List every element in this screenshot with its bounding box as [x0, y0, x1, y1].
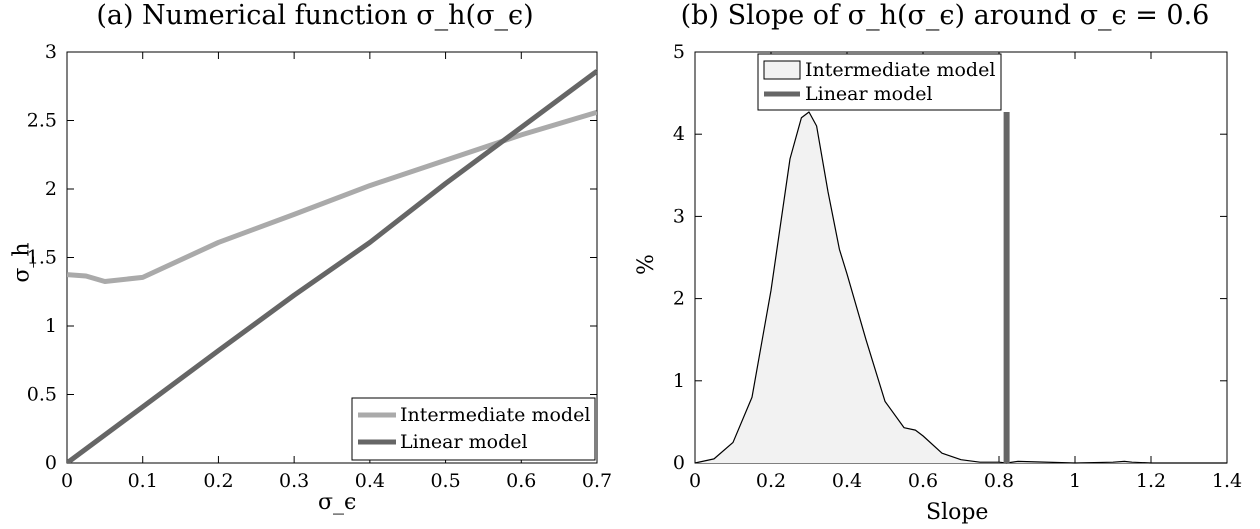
panel-b-density-area — [695, 112, 1227, 464]
panel-a-ylabel: σ_h — [10, 242, 35, 282]
panel-a-ytick-label: 2.5 — [27, 110, 57, 132]
panel-b-xtick-label: 1 — [1069, 470, 1081, 492]
panel-b-ylabel-text: % — [633, 254, 659, 275]
panel-b-xlabel-text: Slope — [926, 500, 989, 525]
panel-a: (a) Numerical function σ_h(σ_ϵ) 0 0.1 0.2 0… — [0, 0, 630, 515]
panel-b: (b) Slope of σ_h(σ_ϵ) around σ_ϵ = 0.6 0… — [630, 0, 1260, 529]
panel-b-legend-swatch — [763, 60, 801, 80]
panel-b-ytick-label: 0 — [673, 452, 685, 474]
panel-b-xtick-label: 0.2 — [756, 470, 786, 492]
panel-a-legend: Intermediate model Linear model — [351, 397, 596, 461]
panel-b-title: (b) Slope of σ_h(σ_ϵ) around σ_ϵ = 0.6 — [630, 0, 1260, 31]
panel-a-xtick-label: 0.2 — [203, 470, 233, 492]
panel-a-legend-box — [351, 397, 596, 461]
panel-b-legend-label: Intermediate model — [805, 59, 995, 81]
panel-a-ytick-label: 0 — [45, 452, 57, 474]
panel-a-ytick-label: 1 — [45, 315, 57, 337]
chart-a: 0 0.1 0.2 0.3 0.4 0.5 0.6 0.7 0 0.5 1 1.5 2 2.5 3 Inter… — [27, 41, 612, 492]
panel-b-ytick-label: 5 — [673, 41, 685, 63]
panel-b-xtick-label: 0 — [689, 470, 701, 492]
panel-b-xlabel: Slope — [926, 500, 988, 525]
panel-b-title-text: (b) Slope of σ_h(σ_ϵ) around σ_ϵ = 0.6 — [680, 0, 1210, 31]
panel-a-title: (a) Numerical function σ_h(σ_ϵ) — [0, 0, 630, 31]
panel-a-legend-label: Intermediate model — [400, 404, 590, 426]
panel-a-ytick-label: 1.5 — [27, 247, 57, 269]
panel-a-xtick-label: 0.3 — [279, 470, 309, 492]
panel-a-xtick-label: 0.4 — [355, 470, 385, 492]
panel-b-xtick-label: 0.4 — [832, 470, 862, 492]
panel-a-ytick-label: 0.5 — [27, 384, 57, 406]
panel-b-ytick-label: 4 — [673, 123, 685, 145]
chart-b: 0 0.2 0.4 0.6 0.8 1 1.2 1.4 0 1 2 3 4 5 Intermediate m… — [673, 41, 1242, 492]
panel-a-title-text: (a) Numerical function σ_h(σ_ϵ) — [96, 0, 534, 31]
panel-b-xtick-label: 1.2 — [1136, 470, 1166, 492]
panel-b-legend-label: Linear model — [805, 83, 933, 105]
panel-a-xlabel: σ_ϵ — [318, 490, 356, 515]
panel-a-xlabel-text: σ_ϵ — [318, 490, 357, 515]
panel-b-ylabel: % — [634, 254, 659, 275]
panel-b-xtick-label: 0.8 — [984, 470, 1014, 492]
panel-a-ylabel-text: σ_h — [9, 242, 35, 283]
panel-b-ytick-label: 1 — [673, 370, 685, 392]
panel-b-xtick-label: 1.4 — [1212, 470, 1242, 492]
panel-b-ytick-label: 3 — [673, 205, 685, 227]
panel-a-ytick-label: 2 — [45, 178, 57, 200]
panel-a-ytick-label: 3 — [45, 41, 57, 63]
panel-a-xtick-label: 0.6 — [506, 470, 536, 492]
panel-a-xtick-label: 0 — [61, 470, 73, 492]
panel-a-series-line-linear — [67, 69, 597, 463]
panel-a-xtick-label: 0.5 — [430, 470, 460, 492]
panel-a-series-line-intermediate — [67, 109, 597, 284]
panel-a-legend-label: Linear model — [400, 431, 528, 453]
panel-b-xtick-label: 0.6 — [908, 470, 938, 492]
panel-a-xtick-label: 0.7 — [582, 470, 612, 492]
panel-a-xtick-label: 0.1 — [128, 470, 158, 492]
panel-b-ytick-label: 2 — [673, 288, 685, 310]
panel-b-density-line — [694, 111, 1227, 464]
